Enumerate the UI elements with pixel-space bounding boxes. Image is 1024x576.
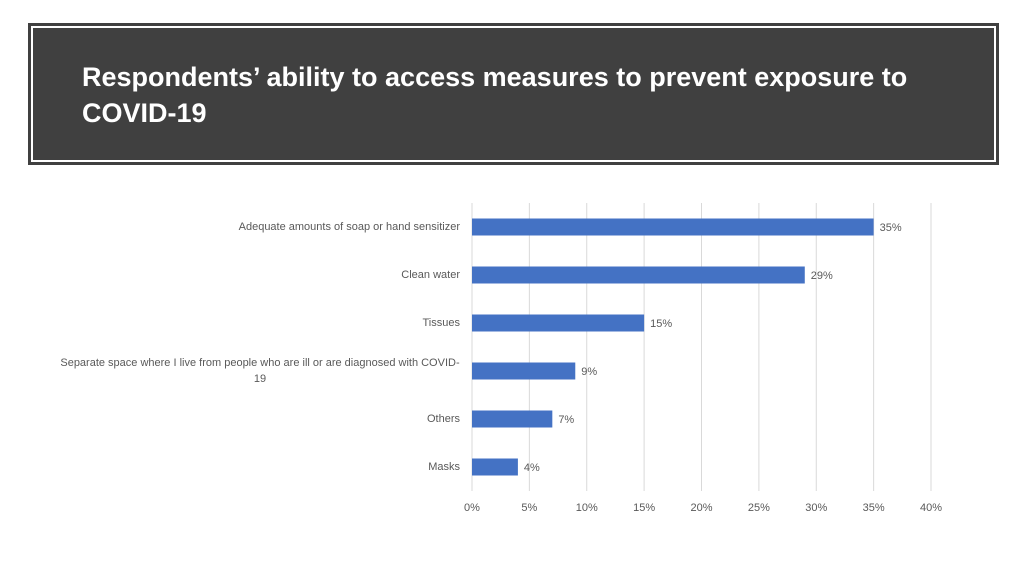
bar — [472, 266, 805, 284]
y-tick-label: Masks — [428, 461, 460, 473]
x-tick-label: 10% — [576, 502, 598, 514]
x-tick-label: 20% — [690, 502, 712, 514]
bar — [472, 410, 553, 428]
bar — [472, 218, 874, 236]
bar — [472, 314, 645, 332]
bar — [472, 362, 576, 380]
data-label: 15% — [650, 318, 672, 330]
bar — [472, 458, 518, 476]
x-tick-label: 25% — [748, 502, 770, 514]
title-box: Respondents’ ability to access measures … — [28, 23, 999, 165]
data-label: 35% — [880, 222, 902, 234]
y-tick-label: Clean water — [401, 269, 460, 281]
y-tick-label: Separate space where I live from people … — [60, 357, 460, 385]
data-label: 29% — [811, 270, 833, 282]
y-tick-label: Others — [426, 413, 460, 425]
data-label: 7% — [558, 414, 574, 426]
y-tick-label: Tissues — [422, 317, 461, 329]
x-tick-label: 35% — [863, 502, 885, 514]
x-tick-label: 5% — [521, 502, 537, 514]
x-tick-label: 40% — [920, 502, 942, 514]
data-label: 9% — [581, 366, 597, 378]
x-tick-label: 0% — [464, 502, 480, 514]
x-tick-label: 30% — [805, 502, 827, 514]
data-label: 4% — [524, 462, 540, 474]
chart-title: Respondents’ ability to access measures … — [82, 62, 908, 128]
y-tick-label: Adequate amounts of soap or hand sensiti… — [238, 221, 460, 233]
x-tick-label: 15% — [633, 502, 655, 514]
